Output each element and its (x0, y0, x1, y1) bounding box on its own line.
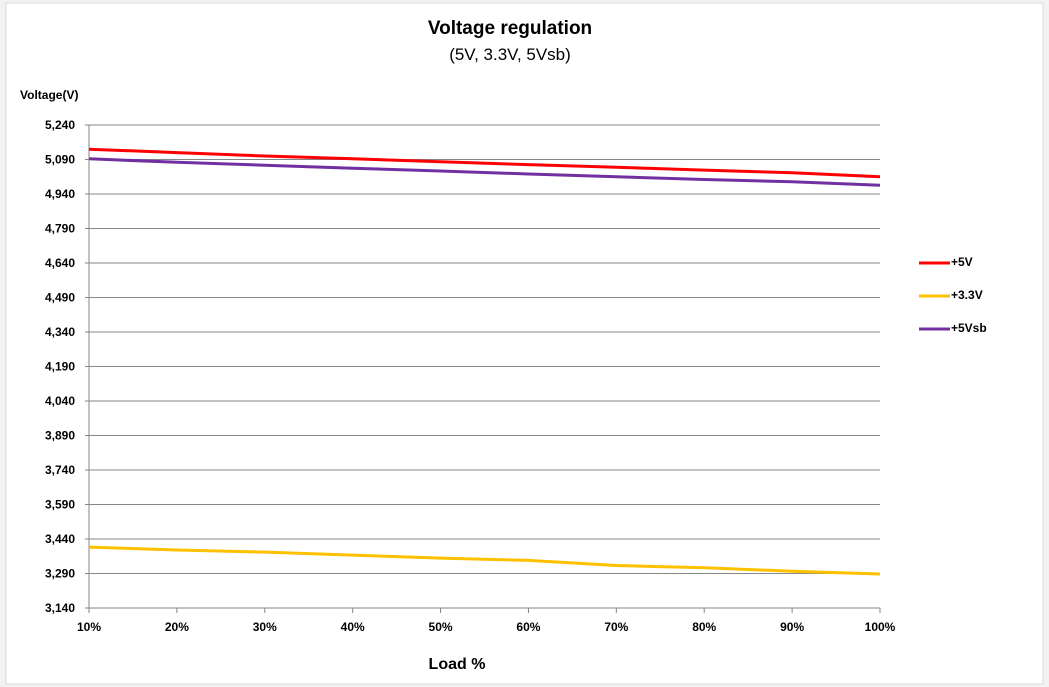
y-tick-label: 5,090 (45, 153, 75, 167)
x-axis-ticks: 10% 20% 30% 40% 50% 60% 70% 80% 90% 100% (77, 608, 896, 634)
legend-label: +5Vsb (951, 321, 987, 335)
watermark: PCMAG.VN (912, 650, 1033, 673)
y-axis-ticks: 5,240 5,090 4,940 4,790 4,640 4,490 4,340 4,190… (45, 118, 75, 615)
y-tick-label: 3,290 (45, 567, 75, 581)
x-tick-label: 40% (341, 620, 365, 634)
x-tick-label: 60% (516, 620, 540, 634)
legend-label: +3.3V (951, 288, 983, 302)
x-tick-label: 50% (429, 620, 453, 634)
y-tick-label: 4,040 (45, 394, 75, 408)
y-tick-label: 3,890 (45, 429, 75, 443)
chart-title: Voltage regulation (428, 18, 592, 39)
y-tick-label: 4,490 (45, 291, 75, 305)
y-tick-label: 4,340 (45, 325, 75, 339)
series-line-5v (88, 147, 881, 179)
x-tick-label: 10% (77, 620, 101, 634)
gridlines (85, 124, 880, 609)
y-tick-label: 3,440 (45, 532, 75, 546)
y-tick-label: 4,790 (45, 222, 75, 236)
y-axis-title: Voltage(V) (20, 88, 78, 102)
y-tick-label: 4,640 (45, 256, 75, 270)
series-line-5vsb (88, 157, 881, 187)
x-tick-label: 30% (253, 620, 277, 634)
x-tick-label: 90% (780, 620, 804, 634)
y-tick-label: 4,940 (45, 187, 75, 201)
x-axis-title: Load % (429, 656, 486, 673)
y-tick-label: 3,740 (45, 463, 75, 477)
x-tick-label: 20% (165, 620, 189, 634)
legend-label: +5V (951, 255, 973, 269)
x-tick-label: 70% (604, 620, 628, 634)
y-tick-label: 5,240 (45, 118, 75, 132)
chart-area (5, 2, 1044, 685)
x-tick-label: 80% (692, 620, 716, 634)
series-lines (88, 147, 881, 576)
series-line-33v (88, 545, 881, 576)
legend: +5V +3.3V +5Vsb (919, 255, 987, 335)
x-tick-label: 100% (865, 620, 896, 634)
y-tick-label: 3,590 (45, 498, 75, 512)
y-tick-label: 4,190 (45, 360, 75, 374)
chart-subtitle: (5V, 3.3V, 5Vsb) (449, 45, 571, 64)
y-tick-label: 3,140 (45, 601, 75, 615)
